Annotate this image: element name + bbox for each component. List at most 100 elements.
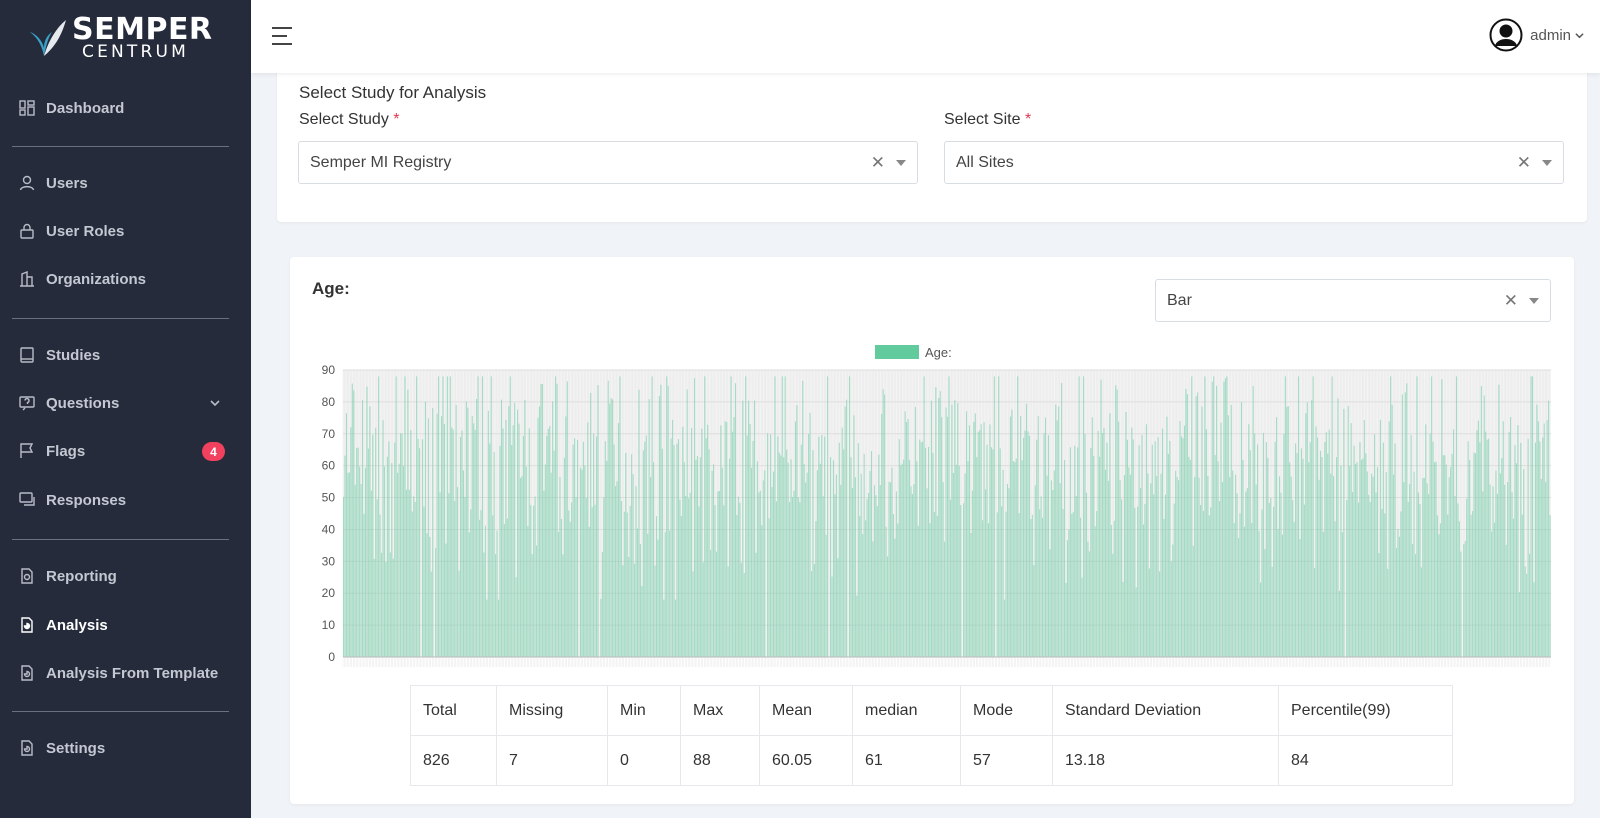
bar <box>1100 379 1102 657</box>
bar <box>851 487 854 657</box>
bar <box>359 466 361 657</box>
bar <box>998 376 1000 657</box>
bar <box>496 530 498 657</box>
bar <box>1501 458 1503 657</box>
sidebar-item-responses[interactable]: Responses <box>0 480 251 520</box>
bar <box>878 454 880 657</box>
sidebar-item-analysis-from-template[interactable]: Analysis From Template <box>0 653 251 693</box>
bar <box>1306 402 1308 657</box>
bar <box>742 400 744 657</box>
sidebar-item-user-roles[interactable]: User Roles <box>0 211 251 251</box>
bar <box>818 436 820 657</box>
bar <box>459 436 462 657</box>
y-tick-label: 60 <box>322 459 336 473</box>
bar <box>423 506 425 657</box>
clear-icon[interactable]: ✕ <box>1503 291 1518 310</box>
bar <box>438 376 440 657</box>
bar <box>894 538 896 657</box>
bar <box>1083 376 1085 657</box>
bar <box>1005 511 1007 657</box>
sidebar-item-organizations[interactable]: Organizations <box>0 259 251 299</box>
bar <box>737 496 739 657</box>
bar <box>413 496 415 657</box>
bar <box>635 486 637 657</box>
dropdown-caret-icon[interactable] <box>1542 160 1552 166</box>
bar <box>980 424 982 657</box>
y-tick-label: 80 <box>322 395 336 409</box>
sidebar-item-studies[interactable]: Studies <box>0 335 251 375</box>
bar <box>897 523 899 657</box>
bar <box>471 415 473 657</box>
bar <box>926 488 928 657</box>
bar <box>1080 517 1082 657</box>
bar <box>1271 566 1273 657</box>
bar <box>1159 571 1161 657</box>
sidebar-item-dashboard[interactable]: Dashboard <box>0 88 251 128</box>
age-bar-chart: 0 10 20 30 40 50 60 70 80 90 Age: <box>322 345 1551 667</box>
bar <box>1021 460 1023 657</box>
sidebar-item-settings[interactable]: Settings <box>0 728 251 768</box>
bar <box>568 510 570 657</box>
bar <box>1305 413 1307 657</box>
bar <box>1094 526 1096 657</box>
bar <box>1084 433 1086 657</box>
chevron-down-icon[interactable] <box>209 396 221 413</box>
user-menu[interactable]: admin <box>1489 18 1584 52</box>
bar <box>870 451 873 657</box>
bar <box>1261 509 1263 657</box>
bar <box>857 443 859 657</box>
bar <box>853 415 855 657</box>
bar <box>797 497 799 657</box>
sidebar-item-flags[interactable]: Flags 4 <box>0 431 251 471</box>
site-select[interactable]: All Sites ✕ <box>944 141 1564 184</box>
bar <box>1115 385 1117 657</box>
hamburger-menu-icon[interactable] <box>271 25 293 47</box>
bar <box>734 383 737 657</box>
bar <box>707 424 709 657</box>
sidebar-item-analysis[interactable]: Analysis <box>0 605 251 645</box>
dropdown-caret-icon[interactable] <box>896 160 906 166</box>
bar <box>1441 379 1443 657</box>
bar <box>774 376 776 657</box>
bar <box>982 520 984 657</box>
brand-logo[interactable]: SEMPER CENTRUM <box>28 14 212 61</box>
bar <box>1180 436 1183 657</box>
bar <box>1336 457 1338 657</box>
clear-icon[interactable]: ✕ <box>870 153 885 172</box>
bar <box>553 450 555 657</box>
bar <box>477 376 479 657</box>
bar <box>1221 482 1224 657</box>
sidebar-item-questions[interactable]: Questions <box>0 383 251 423</box>
sidebar: SEMPER CENTRUM Dashboard Users User Role… <box>0 0 251 818</box>
bar <box>865 520 867 657</box>
bar <box>521 476 523 657</box>
bar <box>487 410 489 657</box>
bar <box>1072 512 1074 657</box>
sidebar-item-label: Reporting <box>46 567 117 585</box>
bar <box>1211 381 1213 657</box>
clear-icon[interactable]: ✕ <box>1516 153 1531 172</box>
bar <box>686 389 688 657</box>
study-select-value: Semper MI Registry <box>310 153 452 171</box>
bar <box>1208 515 1210 657</box>
study-select[interactable]: Semper MI Registry ✕ <box>298 141 918 184</box>
bar <box>944 541 946 657</box>
bar <box>645 435 647 657</box>
dropdown-caret-icon[interactable] <box>1529 298 1539 304</box>
bar <box>1447 514 1449 657</box>
bar <box>476 398 478 657</box>
bar <box>1078 376 1080 657</box>
bar <box>1217 461 1219 657</box>
bar <box>1369 501 1371 657</box>
sidebar-item-reporting[interactable]: Reporting <box>0 556 251 596</box>
bar <box>1366 471 1368 657</box>
sidebar-item-users[interactable]: Users <box>0 163 251 203</box>
bar <box>841 427 843 657</box>
bar <box>859 516 861 657</box>
bar <box>590 392 592 657</box>
bar <box>860 473 862 657</box>
bar <box>1249 450 1251 657</box>
stats-header: median <box>852 685 961 736</box>
chart-type-select[interactable]: Bar ✕ <box>1155 279 1551 322</box>
bar <box>1378 552 1380 657</box>
